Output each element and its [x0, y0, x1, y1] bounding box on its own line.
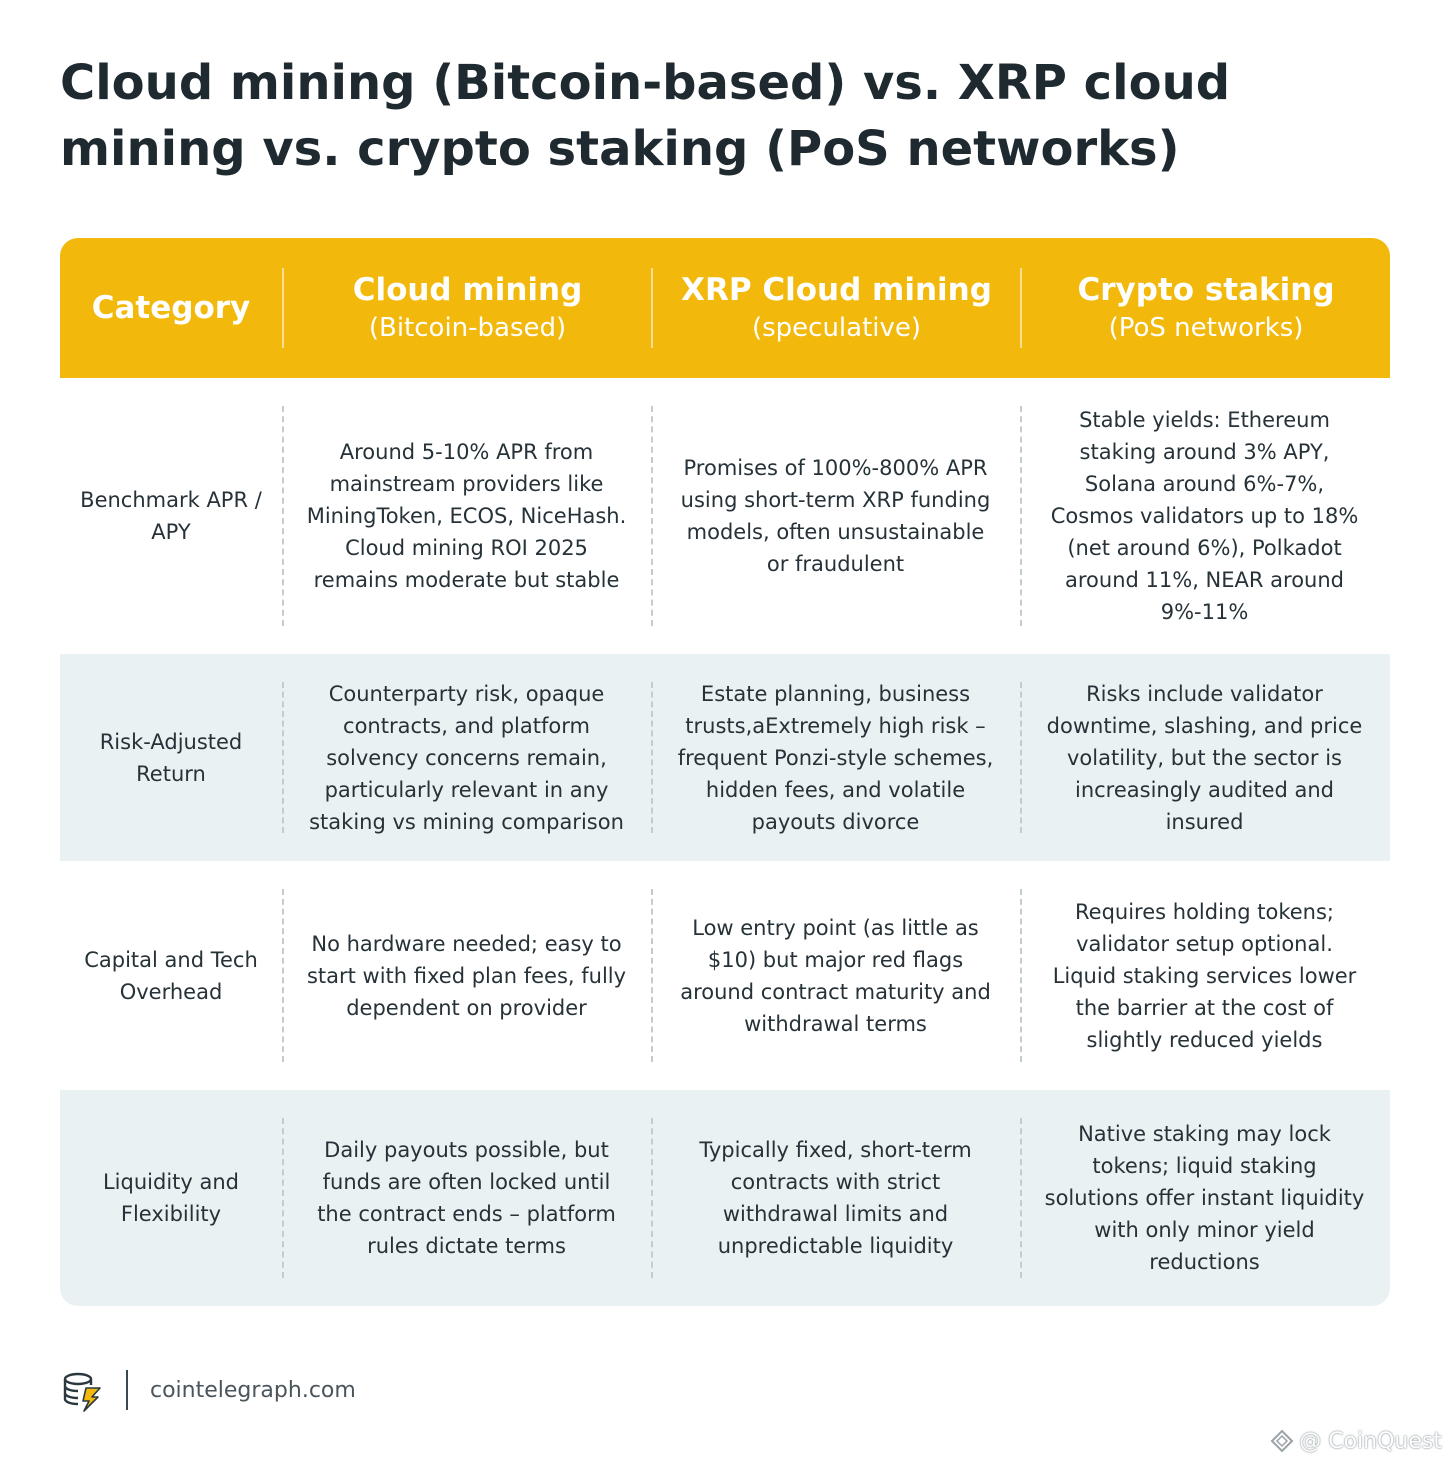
- header-column-subtitle: (speculative): [751, 313, 922, 343]
- table-cell: Low entry point (as little as $10) but m…: [680, 915, 991, 1036]
- watermark: @ CoinQuest: [1269, 1428, 1442, 1454]
- header-column-subtitle: (PoS networks): [1108, 313, 1304, 343]
- column-divider: [1020, 682, 1022, 833]
- header-category-label: Category: [91, 290, 251, 326]
- table-cell: Native staking may lock tokens; liquid s…: [1044, 1122, 1365, 1274]
- column-divider: [651, 682, 653, 833]
- table-cell: Typically fixed, short-term contracts wi…: [699, 1138, 972, 1258]
- table-cell: Counterparty risk, opaque contracts, and…: [309, 681, 624, 834]
- header-column-title: XRP Cloud mining: [681, 272, 992, 308]
- header-category: Category: [60, 238, 282, 378]
- table-row: Liquidity and Flexibility Daily payouts …: [60, 1090, 1390, 1306]
- header-crypto-staking: Crypto staking (PoS networks): [1022, 238, 1390, 378]
- footer-site-link[interactable]: cointelegraph.com: [150, 1377, 356, 1403]
- table-cell: Risks include validator downtime, slashi…: [1046, 681, 1363, 834]
- column-divider: [651, 406, 653, 626]
- header-divider: [282, 268, 284, 348]
- comparison-table: VS VS Category Cloud mining (Bitcoin-bas…: [60, 238, 1390, 1306]
- table-row: Capital and Tech Overhead No hardware ne…: [60, 861, 1390, 1090]
- table-row: Benchmark APR / APY Around 5-10% APR fro…: [60, 378, 1390, 654]
- column-divider: [1020, 1118, 1022, 1278]
- row-category: Liquidity and Flexibility: [102, 1170, 240, 1226]
- column-divider: [1020, 406, 1022, 626]
- cointelegraph-logo-icon: [63, 1372, 101, 1412]
- table-cell: No hardware needed; easy to start with f…: [306, 931, 627, 1020]
- row-category: Capital and Tech Overhead: [84, 947, 258, 1004]
- header-divider: [1020, 268, 1022, 348]
- watermark-icon: [1270, 1429, 1294, 1453]
- table-cell: Requires holding tokens; validator setup…: [1052, 899, 1357, 1052]
- row-category: Benchmark APR / APY: [80, 488, 262, 544]
- header-column-title: Crypto staking: [1077, 272, 1335, 308]
- header-divider: [651, 268, 653, 348]
- table-cell: Stable yields: Ethereum staking around 3…: [1050, 408, 1359, 624]
- table-cell: Estate planning, business trusts,aExtrem…: [677, 681, 994, 834]
- column-divider: [282, 889, 284, 1062]
- footer: cointelegraph.com: [60, 1368, 356, 1412]
- watermark-text: @ CoinQuest: [1299, 1428, 1442, 1454]
- column-divider: [282, 406, 284, 626]
- table-cell: Daily payouts possible, but funds are of…: [317, 1138, 616, 1258]
- column-divider: [282, 682, 284, 833]
- table-header: VS VS Category Cloud mining (Bitcoin-bas…: [60, 238, 1390, 378]
- table-cell: Around 5-10% APR from mainstream provide…: [306, 440, 627, 592]
- column-divider: [651, 889, 653, 1062]
- table-cell: Promises of 100%-800% APR using short-te…: [680, 456, 991, 576]
- column-divider: [282, 1118, 284, 1278]
- row-category: Risk-Adjusted Return: [99, 729, 243, 786]
- header-cloud-mining: Cloud mining (Bitcoin-based): [284, 238, 651, 378]
- column-divider: [651, 1118, 653, 1278]
- header-xrp-cloud-mining: XRP Cloud mining (speculative): [653, 238, 1020, 378]
- footer-divider: [126, 1370, 128, 1410]
- page-title: Cloud mining (Bitcoin-based) vs. XRP clo…: [60, 55, 1231, 177]
- column-divider: [1020, 889, 1022, 1062]
- header-column-subtitle: (Bitcoin-based): [368, 313, 567, 343]
- header-column-title: Cloud mining: [352, 272, 583, 308]
- table-row: Risk-Adjusted Return Counterparty risk, …: [60, 654, 1390, 861]
